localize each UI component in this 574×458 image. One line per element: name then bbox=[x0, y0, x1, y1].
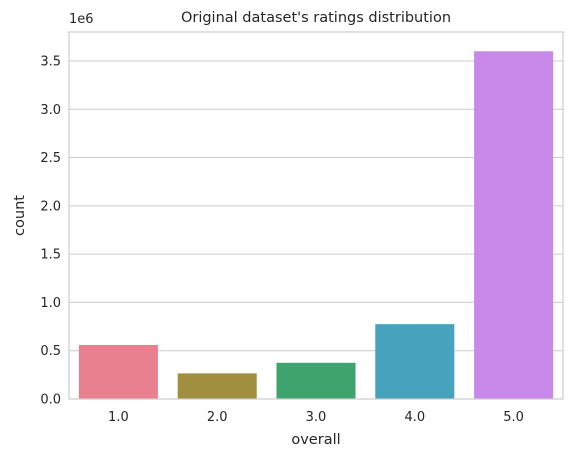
x-tick-label: 4.0 bbox=[404, 410, 425, 425]
y-tick-label: 3.5 bbox=[40, 54, 61, 69]
x-tick-label: 5.0 bbox=[503, 410, 524, 425]
y-tick-label: 0.0 bbox=[40, 393, 61, 408]
x-tick-label: 3.0 bbox=[306, 410, 327, 425]
x-axis-label: overall bbox=[291, 432, 340, 448]
plot-frame bbox=[68, 31, 564, 400]
y-axis-offset-label: 1e6 bbox=[69, 12, 94, 27]
y-tick-label: 0.5 bbox=[40, 344, 61, 359]
bar bbox=[276, 362, 356, 399]
y-axis-label: count bbox=[12, 195, 28, 236]
chart-title: Original dataset's ratings distribution bbox=[181, 10, 451, 26]
bar bbox=[78, 344, 158, 399]
y-tick-label: 3.0 bbox=[40, 103, 61, 118]
bar bbox=[474, 51, 554, 399]
y-tick-label: 1.5 bbox=[40, 248, 61, 263]
y-tick-label: 2.5 bbox=[40, 151, 61, 166]
y-tick-label: 2.0 bbox=[40, 199, 61, 214]
bar bbox=[177, 373, 257, 399]
y-tick-labels: 0.0 0.5 1.0 1.5 2.0 2.5 3.0 3.5 bbox=[40, 54, 61, 407]
x-tick-label: 2.0 bbox=[207, 410, 228, 425]
x-tick-labels: 1.0 2.0 3.0 4.0 5.0 bbox=[108, 410, 524, 425]
bar bbox=[375, 324, 455, 399]
x-tick-label: 1.0 bbox=[108, 410, 129, 425]
bars bbox=[78, 51, 554, 399]
y-tick-label: 1.0 bbox=[40, 296, 61, 311]
